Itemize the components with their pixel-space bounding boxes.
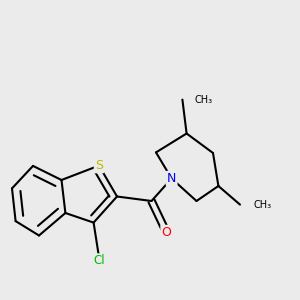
Text: CH₃: CH₃ — [254, 200, 272, 210]
Text: Cl: Cl — [94, 254, 105, 268]
Text: CH₃: CH₃ — [194, 94, 212, 105]
Text: N: N — [167, 172, 176, 185]
Text: O: O — [162, 226, 171, 239]
Text: S: S — [95, 159, 103, 172]
